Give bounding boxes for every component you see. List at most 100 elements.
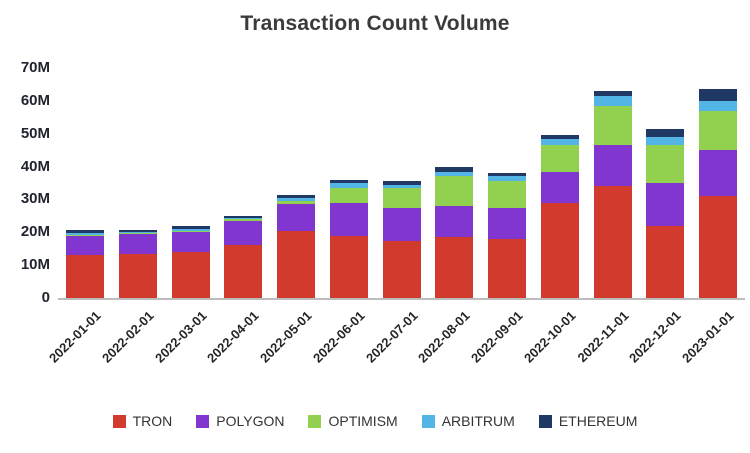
bar-segment-tron-2022-01-01 — [66, 255, 104, 298]
bar-segment-optimism-2022-01-01 — [66, 234, 104, 236]
bar-segment-ethereum-2023-01-01 — [699, 89, 737, 101]
bar-segment-arbitrum-2023-01-01 — [699, 100, 737, 111]
bar-2023-01-01 — [699, 68, 737, 298]
bar-segment-tron-2022-02-01 — [118, 253, 157, 298]
bar-segment-polygon-2022-08-01 — [435, 206, 474, 238]
bar-2022-06-01 — [329, 68, 368, 298]
bar-segment-arbitrum-2022-02-01 — [118, 231, 157, 233]
legend: TRON POLYGON OPTIMISM ARBITRUM ETHEREUM — [0, 413, 750, 429]
legend-label-tron: TRON — [132, 413, 173, 429]
legend-item-arbitrum: ARBITRUM — [421, 413, 515, 429]
bar-segment-polygon-2022-11-01 — [593, 145, 632, 187]
bar-segment-polygon-2022-05-01 — [277, 204, 315, 231]
y-tick-label-50M: 50M — [20, 124, 50, 142]
bar-2022-04-01 — [224, 68, 263, 298]
x-tick-label-2022-09-01: 2022-09-01 — [467, 308, 526, 366]
bar-segment-optimism-2022-12-01 — [646, 145, 685, 184]
legend-label-ethereum: ETHEREUM — [558, 413, 638, 429]
bar-segment-ethereum-2022-05-01 — [277, 194, 315, 198]
bar-segment-ethereum-2022-03-01 — [171, 226, 210, 230]
bar-segment-polygon-2022-02-01 — [118, 233, 157, 254]
bar-segment-arbitrum-2022-04-01 — [224, 217, 263, 220]
bar-segment-tron-2022-09-01 — [488, 238, 526, 298]
bar-2022-09-01 — [488, 68, 526, 298]
legend-item-polygon: POLYGON — [196, 413, 284, 429]
bar-segment-tron-2022-07-01 — [382, 240, 421, 298]
bar-segment-optimism-2022-07-01 — [382, 187, 421, 208]
bar-segment-polygon-2022-03-01 — [171, 232, 210, 252]
x-tick-label-2022-07-01: 2022-07-01 — [362, 308, 421, 366]
bar-segment-polygon-2022-07-01 — [382, 207, 421, 241]
bar-segment-polygon-2022-01-01 — [66, 235, 104, 256]
x-tick-label-2022-06-01: 2022-06-01 — [309, 308, 368, 366]
x-tick-label-2022-04-01: 2022-04-01 — [204, 308, 262, 366]
y-tick-label-60M: 60M — [20, 91, 50, 109]
bar-segment-arbitrum-2022-07-01 — [382, 184, 421, 188]
x-tick-label-2022-10-01: 2022-10-01 — [520, 308, 579, 366]
bar-segment-ethereum-2022-10-01 — [540, 135, 579, 139]
bar-2022-12-01 — [646, 68, 685, 298]
bar-2022-03-01 — [171, 68, 210, 298]
bar-segment-tron-2022-11-01 — [593, 186, 632, 298]
bar-segment-tron-2022-12-01 — [646, 225, 685, 298]
x-tick-label-2022-02-01: 2022-02-01 — [98, 308, 157, 366]
bar-segment-optimism-2022-05-01 — [277, 201, 315, 205]
bar-2022-10-01 — [540, 68, 579, 298]
bar-segment-polygon-2022-12-01 — [646, 183, 685, 226]
y-tick-label-40M: 40M — [20, 157, 50, 175]
legend-label-arbitrum: ARBITRUM — [441, 413, 515, 429]
legend-label-optimism: OPTIMISM — [328, 413, 398, 429]
x-tick-label-2022-05-01: 2022-05-01 — [256, 308, 315, 366]
bar-segment-polygon-2022-10-01 — [540, 171, 579, 203]
bar-segment-arbitrum-2022-01-01 — [66, 233, 104, 235]
bar-segment-ethereum-2022-12-01 — [646, 128, 685, 138]
bar-segment-tron-2022-05-01 — [277, 230, 315, 298]
legend-swatch-arbitrum-icon — [421, 414, 435, 428]
bar-2022-07-01 — [382, 68, 421, 298]
bar-segment-ethereum-2022-09-01 — [488, 173, 526, 177]
x-tick-label-2022-08-01: 2022-08-01 — [415, 308, 473, 366]
bar-segment-ethereum-2022-01-01 — [66, 230, 104, 234]
legend-item-optimism: OPTIMISM — [308, 413, 398, 429]
bar-segment-optimism-2022-04-01 — [224, 219, 263, 221]
bar-segment-ethereum-2022-04-01 — [224, 215, 263, 218]
x-tick-label-2022-03-01: 2022-03-01 — [151, 308, 210, 366]
bar-segment-tron-2022-04-01 — [224, 245, 263, 298]
bar-segment-ethereum-2022-06-01 — [329, 179, 368, 184]
legend-swatch-optimism-icon — [308, 414, 322, 428]
bar-segment-optimism-2022-10-01 — [540, 145, 579, 172]
y-tick-label-70M: 70M — [20, 59, 50, 76]
legend-label-polygon: POLYGON — [216, 413, 285, 429]
y-axis: 0 10M 20M 30M 40M 50M 60M 70M — [0, 0, 50, 453]
bar-segment-arbitrum-2022-05-01 — [277, 197, 315, 202]
bar-segment-polygon-2023-01-01 — [699, 150, 737, 197]
bar-segment-arbitrum-2022-08-01 — [435, 171, 474, 177]
legend-swatch-tron-icon — [112, 414, 126, 428]
bar-segment-arbitrum-2022-06-01 — [329, 183, 368, 188]
chart-title: Transaction Count Volume — [240, 12, 510, 35]
bar-segment-optimism-2022-03-01 — [171, 230, 210, 233]
bar-segment-ethereum-2022-02-01 — [118, 230, 157, 232]
bar-segment-ethereum-2022-07-01 — [382, 181, 421, 185]
bar-segment-optimism-2023-01-01 — [699, 110, 737, 151]
bar-segment-polygon-2022-06-01 — [329, 202, 368, 236]
x-tick-label-2022-12-01: 2022-12-01 — [626, 308, 684, 366]
bar-segment-arbitrum-2022-12-01 — [646, 137, 685, 146]
bar-segment-polygon-2022-09-01 — [488, 207, 526, 239]
bar-segment-optimism-2022-11-01 — [593, 105, 632, 146]
legend-item-ethereum: ETHEREUM — [538, 413, 638, 429]
legend-swatch-polygon-icon — [196, 414, 210, 428]
legend-swatch-ethereum-icon — [538, 414, 552, 428]
bar-2022-01-01 — [66, 68, 104, 298]
x-tick-label-2022-11-01: 2022-11-01 — [573, 308, 632, 366]
bar-segment-arbitrum-2022-03-01 — [171, 229, 210, 231]
bar-segment-tron-2022-10-01 — [540, 202, 579, 298]
bar-segment-tron-2023-01-01 — [699, 196, 737, 298]
y-tick-label-0: 0 — [41, 289, 50, 306]
bar-segment-arbitrum-2022-11-01 — [593, 95, 632, 106]
bar-segment-optimism-2022-09-01 — [488, 181, 526, 208]
bar-segment-tron-2022-08-01 — [435, 237, 474, 298]
bar-segment-tron-2022-03-01 — [171, 252, 210, 298]
y-tick-label-10M: 10M — [20, 256, 50, 274]
